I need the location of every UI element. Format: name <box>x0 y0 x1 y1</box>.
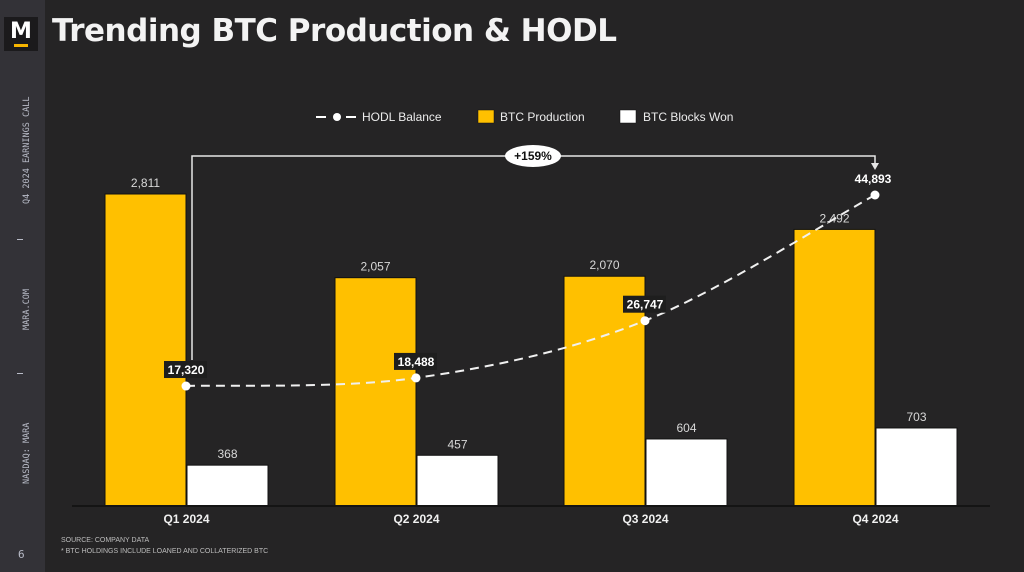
legend-item-hodl: HODL Balance <box>316 110 442 124</box>
footer-note: * BTC HOLDINGS INCLUDE LOANED AND COLLAT… <box>61 548 269 555</box>
legend-swatch-production <box>477 109 495 124</box>
hodl-line <box>185 194 876 388</box>
legend-item-production: BTC Production <box>477 109 585 124</box>
legend-label: HODL Balance <box>362 110 442 124</box>
growth-badge <box>505 145 561 167</box>
x-tick-labels: Q1 2024 Q2 2024 Q3 2024 Q4 2024 <box>163 512 898 526</box>
hodl-value-label: 44,893 <box>855 172 892 186</box>
page-number: 6 <box>18 548 25 561</box>
x-tick-label: Q2 2024 <box>393 512 439 526</box>
sidebar-divider <box>17 373 23 374</box>
bar-production <box>563 275 646 507</box>
bar-production <box>104 193 187 507</box>
bar-value-label: 604 <box>676 421 696 435</box>
hodl-value-label: 26,747 <box>627 298 664 312</box>
logo-underline <box>14 44 28 47</box>
x-tick-label: Q3 2024 <box>622 512 668 526</box>
bar-blocks-won <box>186 464 269 507</box>
bar-blocks-won <box>645 438 728 507</box>
bar-value-label: 457 <box>447 437 467 451</box>
growth-bracket: +159% <box>191 145 879 360</box>
bar-value-label: 703 <box>906 410 926 424</box>
mara-logo: M <box>4 17 38 51</box>
sidebar: M Q4 2024 EARNINGS CALL MARA.COM NASDAQ:… <box>0 0 45 572</box>
hodl-label-bg <box>394 352 437 370</box>
legend-label: BTC Production <box>500 110 585 124</box>
logo-letter: M <box>10 19 32 44</box>
hodl-label-bg <box>623 295 666 313</box>
bar-value-label: 2,070 <box>589 258 619 272</box>
x-tick-label: Q1 2024 <box>163 512 209 526</box>
legend-label: BTC Blocks Won <box>643 110 733 124</box>
x-tick-label: Q4 2024 <box>852 512 898 526</box>
hodl-value-label: 17,320 <box>168 363 205 377</box>
hodl-point <box>640 316 650 326</box>
bar-production <box>793 228 876 507</box>
hodl-line-series: 17,320 18,488 26,747 44,893 <box>164 172 892 391</box>
bar-blocks-won <box>416 454 499 507</box>
hodl-value-label: 18,488 <box>398 355 435 369</box>
growth-badge-label: +159% <box>514 149 552 163</box>
arrow-down-icon <box>871 163 879 170</box>
hodl-label-bg <box>164 361 207 379</box>
bar-blocks-won <box>875 427 958 507</box>
hodl-point <box>411 373 421 383</box>
legend-dot-icon <box>333 113 341 121</box>
sidebar-divider <box>17 239 23 240</box>
bar-value-label: 2,811 <box>131 176 160 190</box>
bar-production <box>334 277 417 507</box>
page-title: Trending BTC Production & HODL <box>52 13 617 49</box>
bar-value-label: 2,057 <box>360 260 390 274</box>
hodl-point <box>870 190 880 200</box>
bracket-line <box>191 155 876 360</box>
bar-value-label: 368 <box>217 447 237 461</box>
legend-item-blocks: BTC Blocks Won <box>619 109 733 124</box>
legend: HODL Balance BTC Production BTC Blocks W… <box>316 109 733 124</box>
footer-source: SOURCE: COMPANY DATA <box>61 537 150 544</box>
legend-swatch-blocks <box>619 109 637 124</box>
hodl-point <box>181 381 191 391</box>
